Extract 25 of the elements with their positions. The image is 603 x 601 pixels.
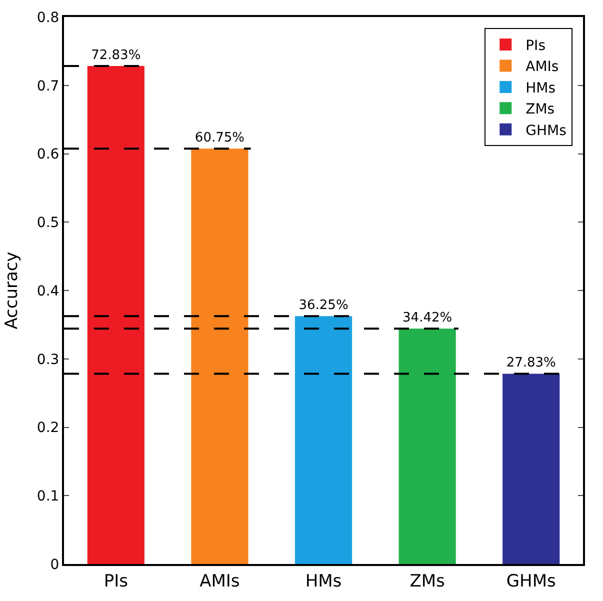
data-label: 72.83% — [91, 48, 141, 64]
y-axis-title: Accuracy — [2, 252, 22, 330]
data-label: 27.83% — [506, 356, 556, 371]
legend-label: GHMs — [526, 122, 566, 139]
y-tick-label: 0.1 — [36, 488, 60, 505]
y-tick-label: 0.2 — [36, 420, 60, 436]
x-tick-label: AMIs — [200, 571, 240, 592]
legend-label: PIs — [526, 38, 546, 54]
y-tick-label: 0.6 — [36, 146, 60, 163]
y-tick-label: 0 — [50, 556, 60, 573]
y-tick-label: 0.4 — [36, 283, 60, 300]
legend-label: AMIs — [526, 59, 559, 76]
x-tick-label: PIs — [104, 571, 128, 592]
legend-label: ZMs — [526, 102, 555, 118]
legend-label: HMs — [526, 80, 556, 96]
data-label: 36.25% — [298, 298, 348, 314]
data-label: 60.75% — [194, 130, 244, 146]
y-tick-label: 0.8 — [36, 10, 60, 26]
y-tick-label: 0.7 — [36, 78, 60, 94]
x-tick-label: ZMs — [410, 571, 446, 592]
y-tick-label: 0.3 — [36, 352, 60, 368]
y-tick-label: 0.5 — [36, 215, 60, 232]
x-tick-label: GHMs — [506, 571, 556, 592]
x-tick-label: HMs — [305, 571, 342, 592]
data-label: 34.42% — [402, 310, 452, 326]
